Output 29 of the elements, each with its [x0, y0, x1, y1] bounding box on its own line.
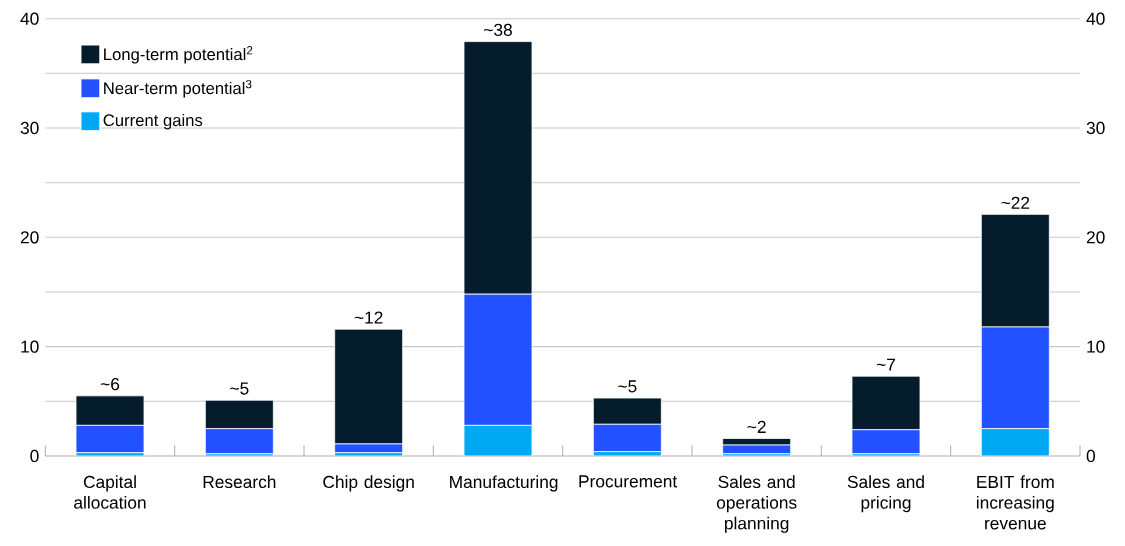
total-label: ~7	[876, 358, 895, 371]
y2-tick-label: 40	[1086, 12, 1105, 25]
x-tick-label: Capital allocation	[74, 475, 146, 509]
y2-tick-label: 20	[1086, 231, 1105, 244]
y-tick-label: 40	[20, 12, 39, 25]
total-label: ~2	[747, 420, 766, 433]
y-tick-label: 0	[30, 449, 39, 463]
legend-label: Long-term potential$^{2}$	[104, 46, 253, 64]
x-tick-label: Procurement	[579, 475, 678, 488]
x-tick-label: Research	[203, 475, 276, 489]
y-tick-label: 30	[20, 121, 39, 135]
y2-tick-label: 30	[1086, 121, 1105, 135]
y-tick-label: 20	[20, 231, 39, 244]
x-tick-label: Sales and operations planning	[716, 475, 797, 533]
total-label: ~5	[230, 382, 249, 395]
total-label: ~12	[354, 311, 383, 324]
legend-label: Current gains	[103, 113, 203, 130]
total-label: ~5	[618, 380, 637, 393]
y2-tick-label: 0	[1086, 449, 1096, 463]
total-label: ~38	[484, 23, 512, 37]
x-tick-label: Manufacturing	[450, 475, 558, 492]
x-tick-label: EBIT from increasing revenue	[976, 475, 1054, 530]
y2-tick-label: 10	[1087, 340, 1105, 353]
x-tick-label: Sales and pricing	[847, 475, 924, 513]
total-label: ~22	[1001, 196, 1030, 209]
legend-label: Near-term potential$^{3}$	[104, 80, 252, 98]
y-tick-label: 10	[21, 340, 39, 353]
total-label: ~6	[100, 377, 120, 391]
x-tick-label: Chip design	[323, 475, 414, 492]
